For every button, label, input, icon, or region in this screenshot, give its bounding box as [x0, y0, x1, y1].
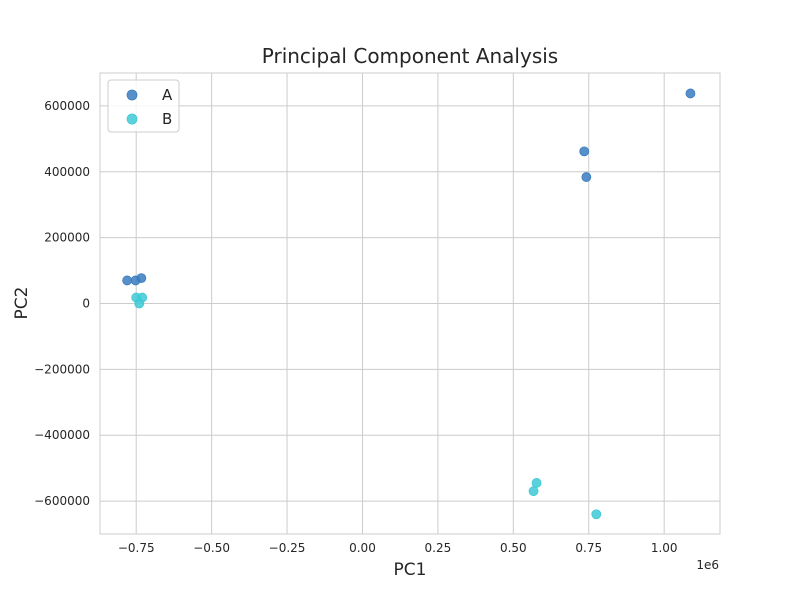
legend: AB: [107, 79, 180, 133]
x-axis-offset-label: 1e6: [696, 558, 719, 572]
x-tick-labels: −0.75 −0.50 −0.25 0.00 0.25 0.50 0.75 1.00: [118, 541, 678, 555]
data-point-series-b: [591, 509, 602, 520]
y-tick-label: 200000: [44, 231, 90, 245]
x-tick-label: 0.25: [425, 541, 452, 555]
y-axis-title: PC2: [12, 287, 32, 320]
data-point-series-a: [122, 275, 133, 286]
x-tick-label: 0.00: [349, 541, 376, 555]
x-tick-label: 1.00: [651, 541, 678, 555]
plot-frame: [99, 72, 721, 535]
y-tick-label: 0: [82, 297, 90, 311]
y-tick-label: −200000: [34, 362, 90, 376]
y-gridlines: [100, 105, 720, 502]
legend-box: [107, 79, 180, 133]
y-tick-label: 400000: [44, 165, 90, 179]
x-tick-label: −0.25: [269, 541, 306, 555]
x-tick-label: 0.75: [575, 541, 602, 555]
legend-marker-a: [126, 89, 138, 101]
chart-title: Principal Component Analysis: [262, 44, 558, 68]
x-tick-label: −0.75: [118, 541, 155, 555]
legend-label-a: A: [162, 86, 173, 104]
data-point-series-a: [685, 88, 696, 99]
plot-area: [99, 72, 721, 535]
data-points: [122, 88, 696, 520]
data-point-series-b: [528, 486, 539, 497]
x-axis-title: PC1: [394, 560, 427, 580]
y-tick-label: −600000: [34, 494, 90, 508]
y-tick-label: −400000: [34, 428, 90, 442]
y-tick-label: 600000: [44, 99, 90, 113]
data-point-series-b: [134, 298, 145, 309]
x-tick-label: −0.50: [193, 541, 230, 555]
data-point-series-b: [531, 478, 542, 488]
y-tick-labels: −600000 −400000 −200000 0 200000 400000 600000: [34, 99, 90, 508]
data-point-series-a: [581, 172, 592, 182]
legend-marker-b: [126, 113, 138, 125]
x-tick-label: 0.50: [500, 541, 527, 555]
data-point-series-a: [136, 273, 147, 284]
data-point-series-a: [579, 146, 590, 157]
legend-label-b: B: [162, 110, 172, 128]
